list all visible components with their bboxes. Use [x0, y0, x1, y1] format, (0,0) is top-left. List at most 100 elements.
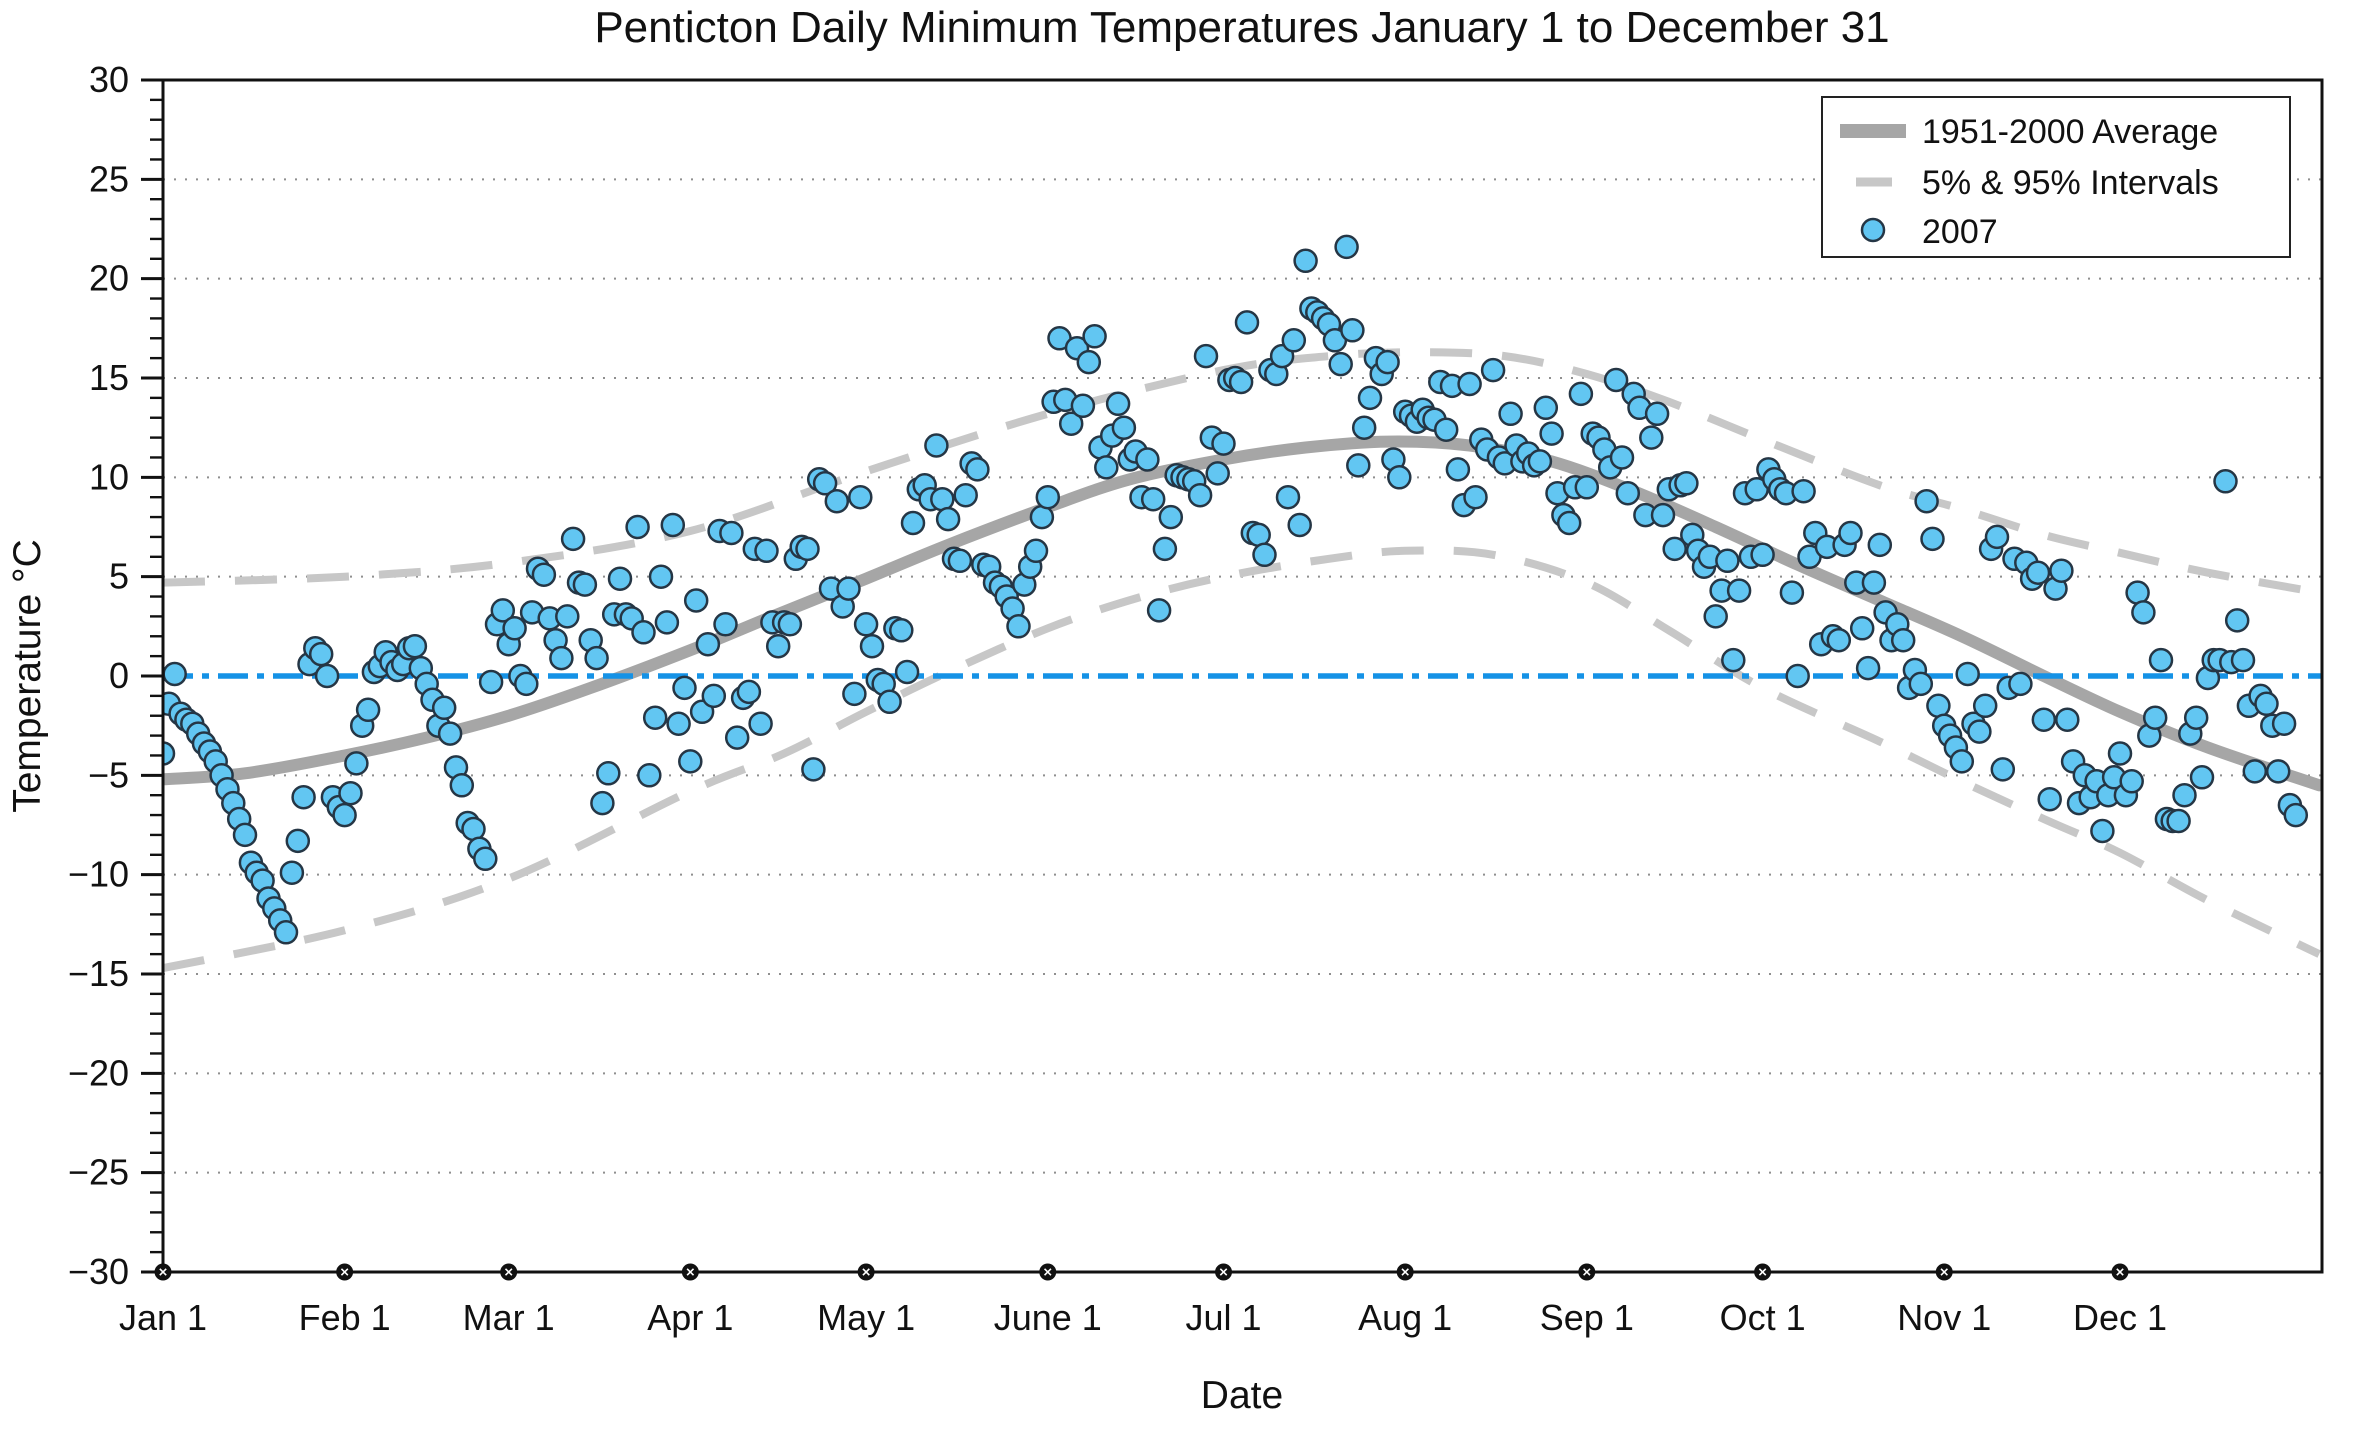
scatter-point	[1457, 371, 1482, 397]
month-marker-x	[1940, 1268, 1948, 1276]
scatter-point	[642, 705, 668, 730]
scatter-point	[631, 620, 656, 645]
scatter-point	[2131, 600, 2156, 625]
scatter-point	[2148, 647, 2174, 673]
scatter-point	[1346, 453, 1371, 478]
month-marker-x	[340, 1268, 349, 1276]
chart-title: Penticton Daily Minimum Temperatures Jan…	[594, 3, 1889, 52]
scatter-point	[1246, 522, 1271, 548]
scatter-point	[1029, 504, 1055, 530]
scatter-point	[795, 536, 820, 562]
scatter-point	[1287, 512, 1312, 538]
y-tick-label: −10	[68, 854, 129, 895]
scatter-point	[2142, 705, 2168, 730]
scatter-point	[1387, 465, 1412, 490]
scatter-point	[1861, 570, 1887, 595]
scatter-point	[285, 828, 311, 854]
legend-average-label: 1951-2000 Average	[1922, 113, 2218, 151]
x-axis-label: Date	[1201, 1374, 1283, 1417]
scatter-point	[163, 741, 176, 766]
scatter-point	[1058, 411, 1084, 436]
scatter-point	[338, 780, 363, 806]
scatter-point	[478, 669, 504, 695]
x-tick-label: June 1	[994, 1297, 1102, 1338]
scatter-point	[1650, 502, 1676, 528]
interval-95pct-line	[163, 348, 2320, 597]
legend-2007-label: 2007	[1922, 213, 1998, 251]
y-tick-label: −5	[88, 754, 129, 795]
scatter-points-2007	[163, 234, 2309, 945]
scatter-point	[1890, 627, 1916, 653]
scatter-point	[1070, 393, 1096, 419]
scatter-point	[1779, 580, 1805, 605]
scatter-point	[836, 576, 861, 601]
scatter-point	[2049, 558, 2074, 583]
legend-box	[1821, 96, 2291, 258]
scatter-point	[2090, 818, 2115, 844]
scatter-point	[1035, 484, 1061, 510]
scatter-point	[1849, 616, 1875, 641]
scatter-point	[654, 610, 680, 635]
scatter-point	[2213, 469, 2238, 494]
month-marker-x	[1758, 1268, 1767, 1276]
scatter-point	[332, 802, 357, 828]
scatter-point	[1791, 478, 1816, 504]
scatter-point	[1967, 719, 1992, 744]
scatter-point	[935, 506, 961, 532]
scatter-point	[584, 645, 609, 671]
scatter-point	[1281, 328, 1307, 353]
scatter-point	[1984, 524, 2010, 550]
scatter-point	[1082, 324, 1107, 349]
scatter-point	[279, 860, 305, 885]
scatter-point	[449, 773, 475, 798]
scatter-point	[1556, 510, 1582, 536]
scatter-point	[437, 721, 463, 746]
scatter-point	[1076, 349, 1102, 375]
scatter-point	[502, 616, 527, 641]
scatter-point	[1914, 488, 1939, 514]
scatter-point	[2183, 705, 2209, 730]
month-marker-x	[504, 1268, 513, 1276]
scatter-point	[1357, 385, 1383, 411]
scatter-point	[719, 520, 744, 546]
scatter-point	[1826, 627, 1852, 653]
scatter-point	[2119, 769, 2144, 794]
month-marker-x	[1043, 1268, 1052, 1276]
scatter-point	[1228, 369, 1254, 395]
scatter-point	[678, 749, 703, 774]
scatter-point	[648, 564, 674, 589]
scatter-point	[842, 681, 867, 707]
scatter-point	[1972, 693, 1998, 719]
scatter-point	[2242, 759, 2268, 784]
scatter-point	[1609, 445, 1635, 470]
scatter-point	[672, 675, 697, 701]
month-marker-x	[686, 1268, 695, 1276]
legend-2007-dot-swatch	[1860, 217, 1886, 243]
scatter-point	[736, 679, 762, 705]
scatter-point	[683, 588, 709, 613]
scatter-point	[965, 457, 990, 482]
y-axis-label: Temperature °C	[6, 539, 49, 813]
scatter-point	[1838, 520, 1863, 546]
scatter-point	[232, 822, 258, 848]
x-tick-label: Aug 1	[1358, 1297, 1452, 1338]
y-tick-label: 0	[109, 655, 129, 696]
scatter-point	[2055, 707, 2080, 732]
scatter-point	[1568, 381, 1594, 407]
scatter-point	[1527, 449, 1553, 474]
axis-ticks	[141, 78, 163, 1274]
scatter-point	[666, 711, 691, 736]
scatter-point	[596, 761, 621, 786]
scatter-point	[1193, 343, 1219, 369]
y-tick-label: 25	[89, 158, 129, 199]
scatter-point	[291, 784, 316, 810]
scatter-point	[607, 566, 633, 591]
month-marker-x	[2116, 1268, 2124, 1276]
scatter-point	[1674, 471, 1699, 496]
y-tick-label: 5	[109, 556, 129, 597]
y-tick-label: −15	[68, 953, 129, 994]
scatter-point	[1275, 484, 1301, 510]
scatter-point	[812, 471, 838, 496]
scatter-point	[924, 433, 949, 458]
scatter-point	[1152, 536, 1178, 562]
